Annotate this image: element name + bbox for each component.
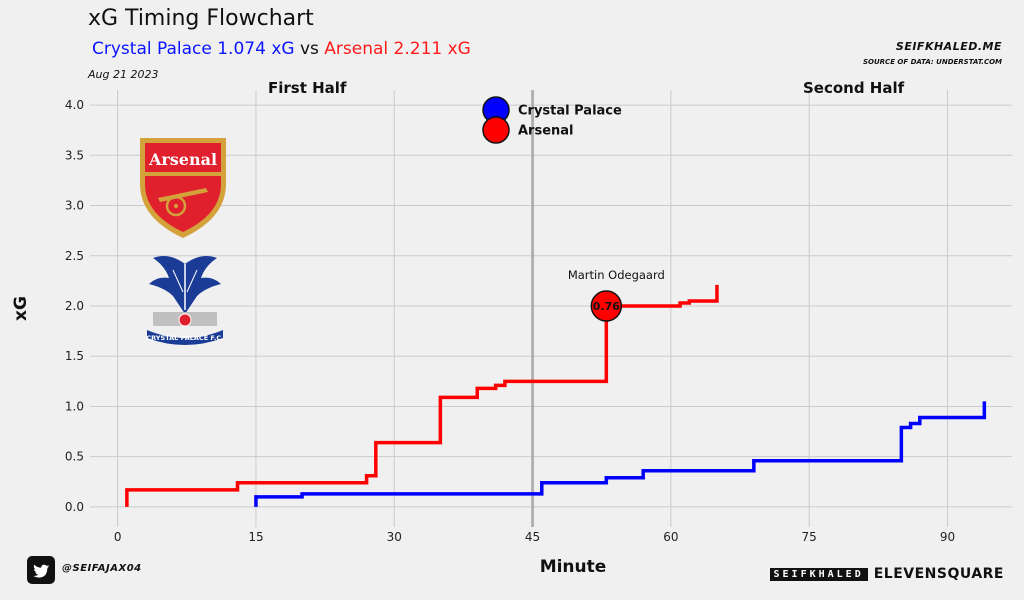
series-line-crystal-palace — [254, 401, 987, 507]
x-tick-label: 45 — [525, 530, 540, 544]
twitter-icon — [27, 556, 55, 584]
vs-label: vs — [299, 39, 319, 59]
series-line-arsenal — [125, 284, 719, 507]
x-tick-label: 15 — [248, 530, 263, 544]
away-team-xg: Arsenal 2.211 xG — [324, 39, 471, 59]
crystal-palace-logo-text: CRYSTAL PALACE F.C. — [146, 334, 223, 342]
y-tick-label: 2.5 — [65, 249, 84, 263]
goal-marker — [590, 290, 623, 322]
y-tick-label: 3.5 — [65, 148, 84, 162]
y-axis-label: xG — [11, 296, 31, 321]
legend-label: Crystal Palace — [518, 104, 622, 119]
arsenal-logo-text: Arsenal — [148, 150, 217, 169]
goal-scorer-label: Martin Odegaard — [568, 268, 665, 282]
chart-subtitle: Crystal Palace 1.074 xG vs Arsenal 2.211… — [92, 39, 471, 59]
legend: Crystal Palace Arsenal — [482, 96, 622, 144]
twitter-handle: @SEIFAJAX04 — [62, 563, 142, 574]
legend-label: Arsenal — [518, 124, 574, 139]
y-tick-label: 4.0 — [65, 98, 84, 112]
brand-label: SEIFKHALED.ME — [895, 40, 1002, 53]
y-tick-label: 0.5 — [65, 450, 84, 464]
data-source: SOURCE OF DATA: UNDERSTAT.COM — [862, 58, 1002, 66]
x-tick-label: 75 — [802, 530, 817, 544]
chart-title: xG Timing Flowchart — [88, 6, 314, 31]
x-axis-label: Minute — [540, 557, 607, 577]
y-tick-label: 1.0 — [65, 399, 84, 413]
footer-brand-right: ELEVENSQUARE — [873, 566, 1004, 582]
y-tick-label: 0.0 — [65, 500, 84, 514]
goal-xg-label: 0.76 — [593, 300, 620, 313]
footer-brand: SEIFKHALED ELEVENSQUARE — [769, 566, 1004, 582]
y-tick-label: 1.5 — [65, 349, 84, 363]
x-tick-label: 0 — [114, 530, 122, 544]
second-half-label: Second Half — [803, 79, 905, 97]
match-date: Aug 21 2023 — [88, 68, 159, 81]
x-tick-label: 30 — [387, 530, 402, 544]
legend-marker — [482, 116, 510, 144]
footer-brand-left: SEIFKHALED — [769, 567, 868, 581]
crystal-palace-logo: CRYSTAL PALACE F.C. — [146, 256, 224, 345]
y-tick-label: 2.0 — [65, 299, 84, 313]
arsenal-logo: Arsenal — [140, 138, 226, 238]
x-tick-label: 90 — [940, 530, 955, 544]
y-tick-label: 3.0 — [65, 199, 84, 213]
x-tick-label: 60 — [663, 530, 678, 544]
first-half-label: First Half — [268, 79, 347, 97]
home-team-xg: Crystal Palace 1.074 xG — [92, 39, 295, 59]
